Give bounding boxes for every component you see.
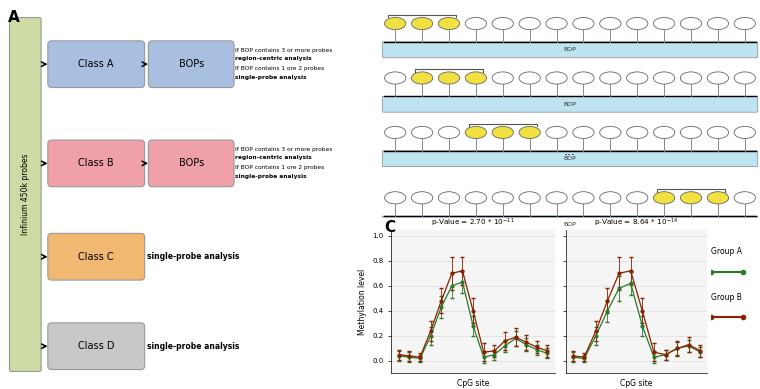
Circle shape — [492, 192, 514, 204]
Circle shape — [708, 192, 729, 204]
Circle shape — [654, 72, 675, 84]
Text: Class D: Class D — [78, 341, 115, 351]
Y-axis label: Methylation level: Methylation level — [358, 268, 367, 335]
FancyBboxPatch shape — [382, 96, 758, 112]
Circle shape — [546, 72, 567, 84]
Circle shape — [600, 192, 621, 204]
Circle shape — [626, 18, 648, 30]
Circle shape — [546, 126, 567, 138]
Circle shape — [626, 72, 648, 84]
Text: Class C: Class C — [78, 252, 114, 262]
Circle shape — [519, 72, 540, 84]
Text: If BOP contains 3 or more probes: If BOP contains 3 or more probes — [235, 147, 332, 152]
FancyBboxPatch shape — [382, 151, 758, 166]
Circle shape — [734, 72, 755, 84]
Title: p-Value = 8.64 * 10$^{-14}$: p-Value = 8.64 * 10$^{-14}$ — [594, 217, 679, 229]
Circle shape — [734, 192, 755, 204]
Text: If BOP contains 1 ore 2 probes: If BOP contains 1 ore 2 probes — [235, 165, 324, 170]
FancyBboxPatch shape — [48, 41, 144, 88]
Circle shape — [708, 72, 729, 84]
FancyBboxPatch shape — [48, 233, 144, 280]
Text: Infinium 450k probes: Infinium 450k probes — [21, 154, 30, 235]
Circle shape — [626, 126, 648, 138]
Circle shape — [411, 126, 432, 138]
Text: BOPs: BOPs — [179, 158, 204, 168]
Text: A: A — [8, 10, 20, 25]
Circle shape — [680, 192, 701, 204]
Circle shape — [626, 192, 648, 204]
Circle shape — [519, 126, 540, 138]
Text: Group B: Group B — [711, 293, 742, 303]
Circle shape — [385, 72, 406, 84]
Text: Group A: Group A — [711, 247, 742, 256]
Circle shape — [708, 126, 729, 138]
Circle shape — [465, 192, 486, 204]
Circle shape — [573, 192, 594, 204]
Circle shape — [600, 126, 621, 138]
Circle shape — [492, 72, 514, 84]
Circle shape — [519, 18, 540, 30]
FancyBboxPatch shape — [382, 216, 758, 232]
Circle shape — [546, 192, 567, 204]
Circle shape — [439, 192, 460, 204]
Text: single-probe analysis: single-probe analysis — [147, 342, 239, 351]
Circle shape — [385, 192, 406, 204]
Text: single-probe analysis: single-probe analysis — [235, 174, 306, 179]
FancyBboxPatch shape — [148, 140, 234, 187]
Text: Class A: Class A — [78, 59, 114, 69]
Circle shape — [600, 18, 621, 30]
Circle shape — [680, 126, 701, 138]
Circle shape — [654, 192, 675, 204]
Circle shape — [600, 72, 621, 84]
Text: If BOP contains 3 or more probes: If BOP contains 3 or more probes — [235, 48, 332, 53]
Text: BOP: BOP — [564, 222, 576, 226]
FancyBboxPatch shape — [48, 140, 144, 187]
Circle shape — [492, 18, 514, 30]
Text: BOP: BOP — [564, 47, 576, 52]
Circle shape — [708, 18, 729, 30]
Circle shape — [734, 126, 755, 138]
Circle shape — [654, 18, 675, 30]
Text: region-centric analysis: region-centric analysis — [235, 56, 312, 61]
Text: region-centric analysis: region-centric analysis — [235, 156, 312, 161]
Circle shape — [492, 126, 514, 138]
Circle shape — [654, 126, 675, 138]
Text: single-probe analysis: single-probe analysis — [235, 75, 306, 80]
Text: BOPs: BOPs — [179, 59, 204, 69]
Circle shape — [439, 72, 460, 84]
Text: Class B: Class B — [78, 158, 114, 168]
Title: p-Value = 2.70 * 10$^{-11}$: p-Value = 2.70 * 10$^{-11}$ — [431, 217, 515, 229]
Text: If BOP contains 1 ore 2 probes: If BOP contains 1 ore 2 probes — [235, 66, 324, 71]
Circle shape — [465, 126, 486, 138]
Circle shape — [519, 192, 540, 204]
Circle shape — [680, 72, 701, 84]
Text: BOP: BOP — [564, 102, 576, 107]
FancyBboxPatch shape — [382, 42, 758, 58]
Circle shape — [465, 72, 486, 84]
Text: BOP: BOP — [564, 156, 576, 161]
Text: ...: ... — [564, 145, 576, 158]
Circle shape — [439, 18, 460, 30]
Text: C: C — [384, 220, 395, 235]
Circle shape — [573, 72, 594, 84]
Circle shape — [573, 18, 594, 30]
Circle shape — [573, 126, 594, 138]
FancyBboxPatch shape — [48, 323, 144, 370]
Circle shape — [385, 18, 406, 30]
X-axis label: CpG site: CpG site — [620, 379, 653, 388]
Circle shape — [411, 192, 432, 204]
Text: single-probe analysis: single-probe analysis — [147, 252, 239, 261]
Circle shape — [734, 18, 755, 30]
Circle shape — [680, 18, 701, 30]
Circle shape — [546, 18, 567, 30]
Circle shape — [411, 72, 432, 84]
Circle shape — [465, 18, 486, 30]
Circle shape — [411, 18, 432, 30]
FancyBboxPatch shape — [148, 41, 234, 88]
Circle shape — [439, 126, 460, 138]
Circle shape — [385, 126, 406, 138]
FancyBboxPatch shape — [9, 18, 41, 371]
X-axis label: CpG site: CpG site — [457, 379, 489, 388]
